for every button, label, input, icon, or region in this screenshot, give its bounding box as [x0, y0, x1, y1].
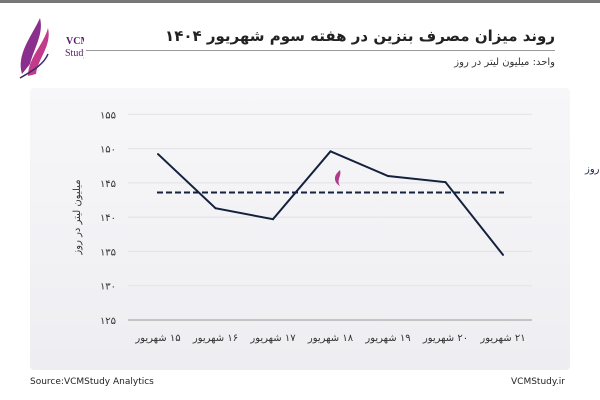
data-point [387, 175, 389, 178]
svg-text:VCM: VCM [66, 36, 84, 47]
series-line [157, 150, 504, 256]
source-text: Source:VCMStudy Analytics [30, 377, 154, 387]
data-point [502, 253, 504, 256]
chart-title: روند میزان مصرف بنزین در هفته سوم شهریور… [165, 27, 555, 45]
plot-area [30, 88, 570, 370]
y-tick-label: ۱۴۵ [100, 179, 116, 190]
data-point [329, 150, 332, 153]
y-tick-label: ۱۵۰ [100, 145, 116, 156]
title-divider [86, 50, 555, 51]
top-border [0, 0, 600, 3]
x-tick-label: ۱۹ شهریور [364, 333, 410, 344]
x-tick-label: ۱۸ شهریور [307, 333, 354, 344]
data-point [157, 153, 159, 156]
y-tick-label: ۱۳۰ [100, 282, 116, 293]
x-tick-label: ۱۷ شهریور [249, 333, 296, 344]
y-tick-label: ۱۴۰ [100, 213, 116, 224]
watermark-logo-icon [334, 170, 341, 186]
data-point [272, 218, 274, 221]
y-tick-label: ۱۵۵ [100, 110, 116, 121]
data-point [214, 207, 217, 210]
y-tick-label: ۱۲۵ [100, 316, 116, 327]
x-tick-label: ۱۶ شهریور [192, 333, 238, 344]
unit-label: واحد: میلیون لیتر در روز [454, 57, 555, 68]
site-url: VCMStudy.ir [511, 377, 565, 387]
x-tick-label: ۱۵ شهریور [134, 333, 180, 344]
svg-text:Study: Study [65, 48, 84, 59]
average-label: میانگین مصرف: ۱۴۴ میلیون لیتر در روز [584, 163, 600, 175]
x-tick-label: ۲۰ شهریور [422, 333, 468, 344]
x-tick-label: ۲۱ شهریور [479, 333, 525, 344]
vcm-study-logo: VCM Study [19, 18, 84, 79]
y-tick-label: ۱۳۵ [100, 247, 116, 258]
data-point [444, 181, 447, 184]
y-axis-label: میلیون لیتر در روز [72, 179, 83, 255]
